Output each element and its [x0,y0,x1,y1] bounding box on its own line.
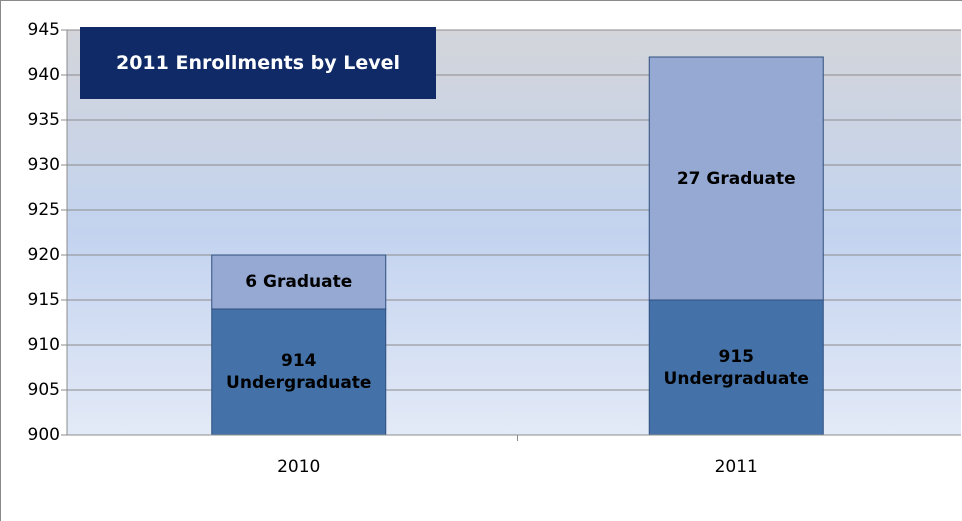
y-tick-label: 915 [28,290,60,310]
y-tick-label: 925 [28,200,60,220]
bar-segment [648,56,824,301]
y-tick-label: 910 [28,335,60,355]
value-label: 27 Graduate [676,168,796,189]
bar-segment [211,254,387,310]
y-tick-label: 900 [28,425,60,445]
x-tick-label: 2010 [277,457,320,477]
value-label: 914 Undergraduate [226,351,372,393]
bar-segment [648,299,824,436]
y-tick-label: 905 [28,380,60,400]
y-tick-label: 935 [28,110,60,130]
y-tick-label: 945 [28,20,60,40]
y-tick-label: 940 [28,65,60,85]
y-tick-label: 920 [28,245,60,265]
chart-title: 2011 Enrollments by Level [80,27,436,99]
y-tick-label: 930 [28,155,60,175]
bar-segment [211,308,387,436]
value-label: 6 Graduate [245,272,353,292]
x-tick-label: 2011 [715,457,758,477]
value-label: 915 Undergraduate [663,346,809,389]
